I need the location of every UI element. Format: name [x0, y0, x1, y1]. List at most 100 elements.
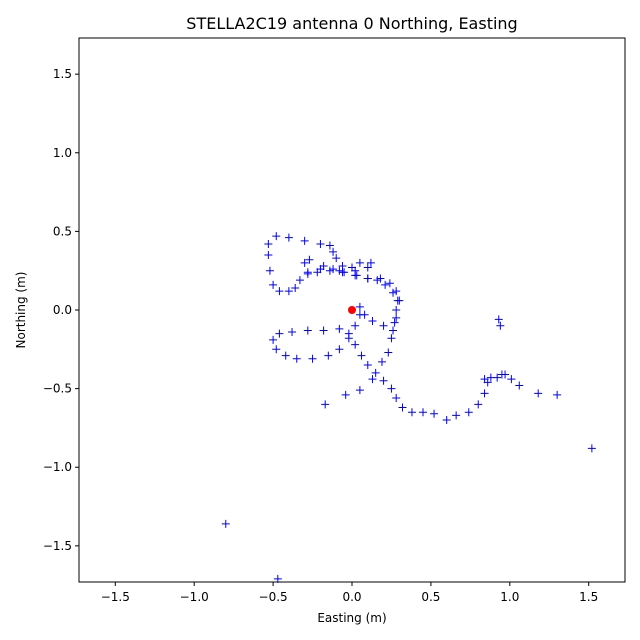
point — [363, 361, 372, 370]
point — [442, 416, 451, 425]
point — [389, 326, 398, 335]
point — [384, 348, 393, 357]
point — [303, 268, 312, 277]
point — [300, 236, 309, 245]
point — [368, 317, 377, 326]
point — [493, 373, 502, 382]
point — [553, 390, 562, 399]
point — [392, 313, 401, 322]
point — [351, 321, 360, 330]
point — [332, 254, 341, 263]
point — [363, 263, 372, 272]
y-axis-label: Northing (m) — [14, 272, 28, 349]
point — [344, 329, 353, 338]
point — [348, 306, 356, 314]
point — [355, 258, 364, 267]
point — [376, 274, 385, 283]
point — [275, 287, 284, 296]
point — [300, 258, 309, 267]
point — [452, 411, 461, 420]
point — [338, 268, 347, 277]
point — [363, 274, 372, 283]
point — [494, 315, 503, 324]
point — [507, 375, 516, 384]
point — [305, 255, 314, 264]
y-tick-label: −1.5 — [43, 539, 72, 553]
point — [321, 400, 330, 409]
point — [303, 326, 312, 335]
point — [430, 409, 439, 418]
point — [587, 444, 596, 453]
x-tick-label: −0.5 — [259, 590, 288, 604]
y-tick-label: −1.0 — [43, 460, 72, 474]
point — [474, 400, 483, 409]
x-axis-label: Easting (m) — [317, 611, 386, 625]
point — [295, 276, 304, 285]
point — [313, 268, 322, 277]
point — [316, 239, 325, 248]
point — [480, 389, 489, 398]
point — [319, 326, 328, 335]
point — [419, 408, 428, 417]
point — [371, 368, 380, 377]
point — [291, 283, 300, 292]
point — [385, 279, 394, 288]
point — [464, 408, 473, 417]
point — [355, 302, 364, 311]
point — [366, 258, 375, 267]
point — [329, 247, 338, 256]
point — [387, 334, 396, 343]
y-tick-label: 1.0 — [53, 146, 72, 160]
y-tick-label: 1.5 — [53, 67, 72, 81]
point — [335, 345, 344, 354]
point — [368, 375, 377, 384]
point — [273, 574, 282, 583]
point — [269, 280, 278, 289]
x-tick-label: −1.0 — [180, 590, 209, 604]
x-tick-label: −1.5 — [101, 590, 130, 604]
x-tick-label: 1.0 — [500, 590, 519, 604]
point — [355, 310, 364, 319]
x-tick-label: 0.0 — [342, 590, 361, 604]
point — [325, 241, 334, 250]
point — [392, 306, 401, 314]
chart-title: STELLA2C19 antenna 0 Northing, Easting — [186, 14, 517, 33]
point — [284, 233, 293, 242]
x-tick-label: 0.5 — [421, 590, 440, 604]
point — [341, 390, 350, 399]
point — [221, 519, 230, 528]
point — [351, 340, 360, 349]
point — [381, 280, 390, 289]
point — [335, 324, 344, 333]
point — [379, 376, 388, 385]
point — [392, 394, 401, 403]
point — [379, 321, 388, 330]
point — [288, 328, 297, 337]
y-tick-label: −0.5 — [43, 382, 72, 396]
point — [269, 335, 278, 344]
point — [515, 381, 524, 390]
point — [501, 370, 510, 379]
point — [357, 351, 366, 360]
x-tick-label: 1.5 — [579, 590, 598, 604]
point — [281, 351, 290, 360]
point — [351, 271, 360, 280]
point — [272, 345, 281, 354]
point — [264, 239, 273, 248]
point — [292, 354, 301, 363]
point — [407, 408, 416, 417]
point — [390, 318, 399, 327]
point — [275, 329, 284, 338]
y-tick-label: 0.0 — [53, 303, 72, 317]
point — [398, 403, 407, 412]
point — [387, 384, 396, 393]
point — [264, 250, 273, 259]
point — [272, 232, 281, 241]
point — [377, 357, 386, 366]
point — [308, 354, 317, 363]
point — [319, 261, 328, 270]
point — [324, 351, 333, 360]
y-tick-label: 0.5 — [53, 224, 72, 238]
